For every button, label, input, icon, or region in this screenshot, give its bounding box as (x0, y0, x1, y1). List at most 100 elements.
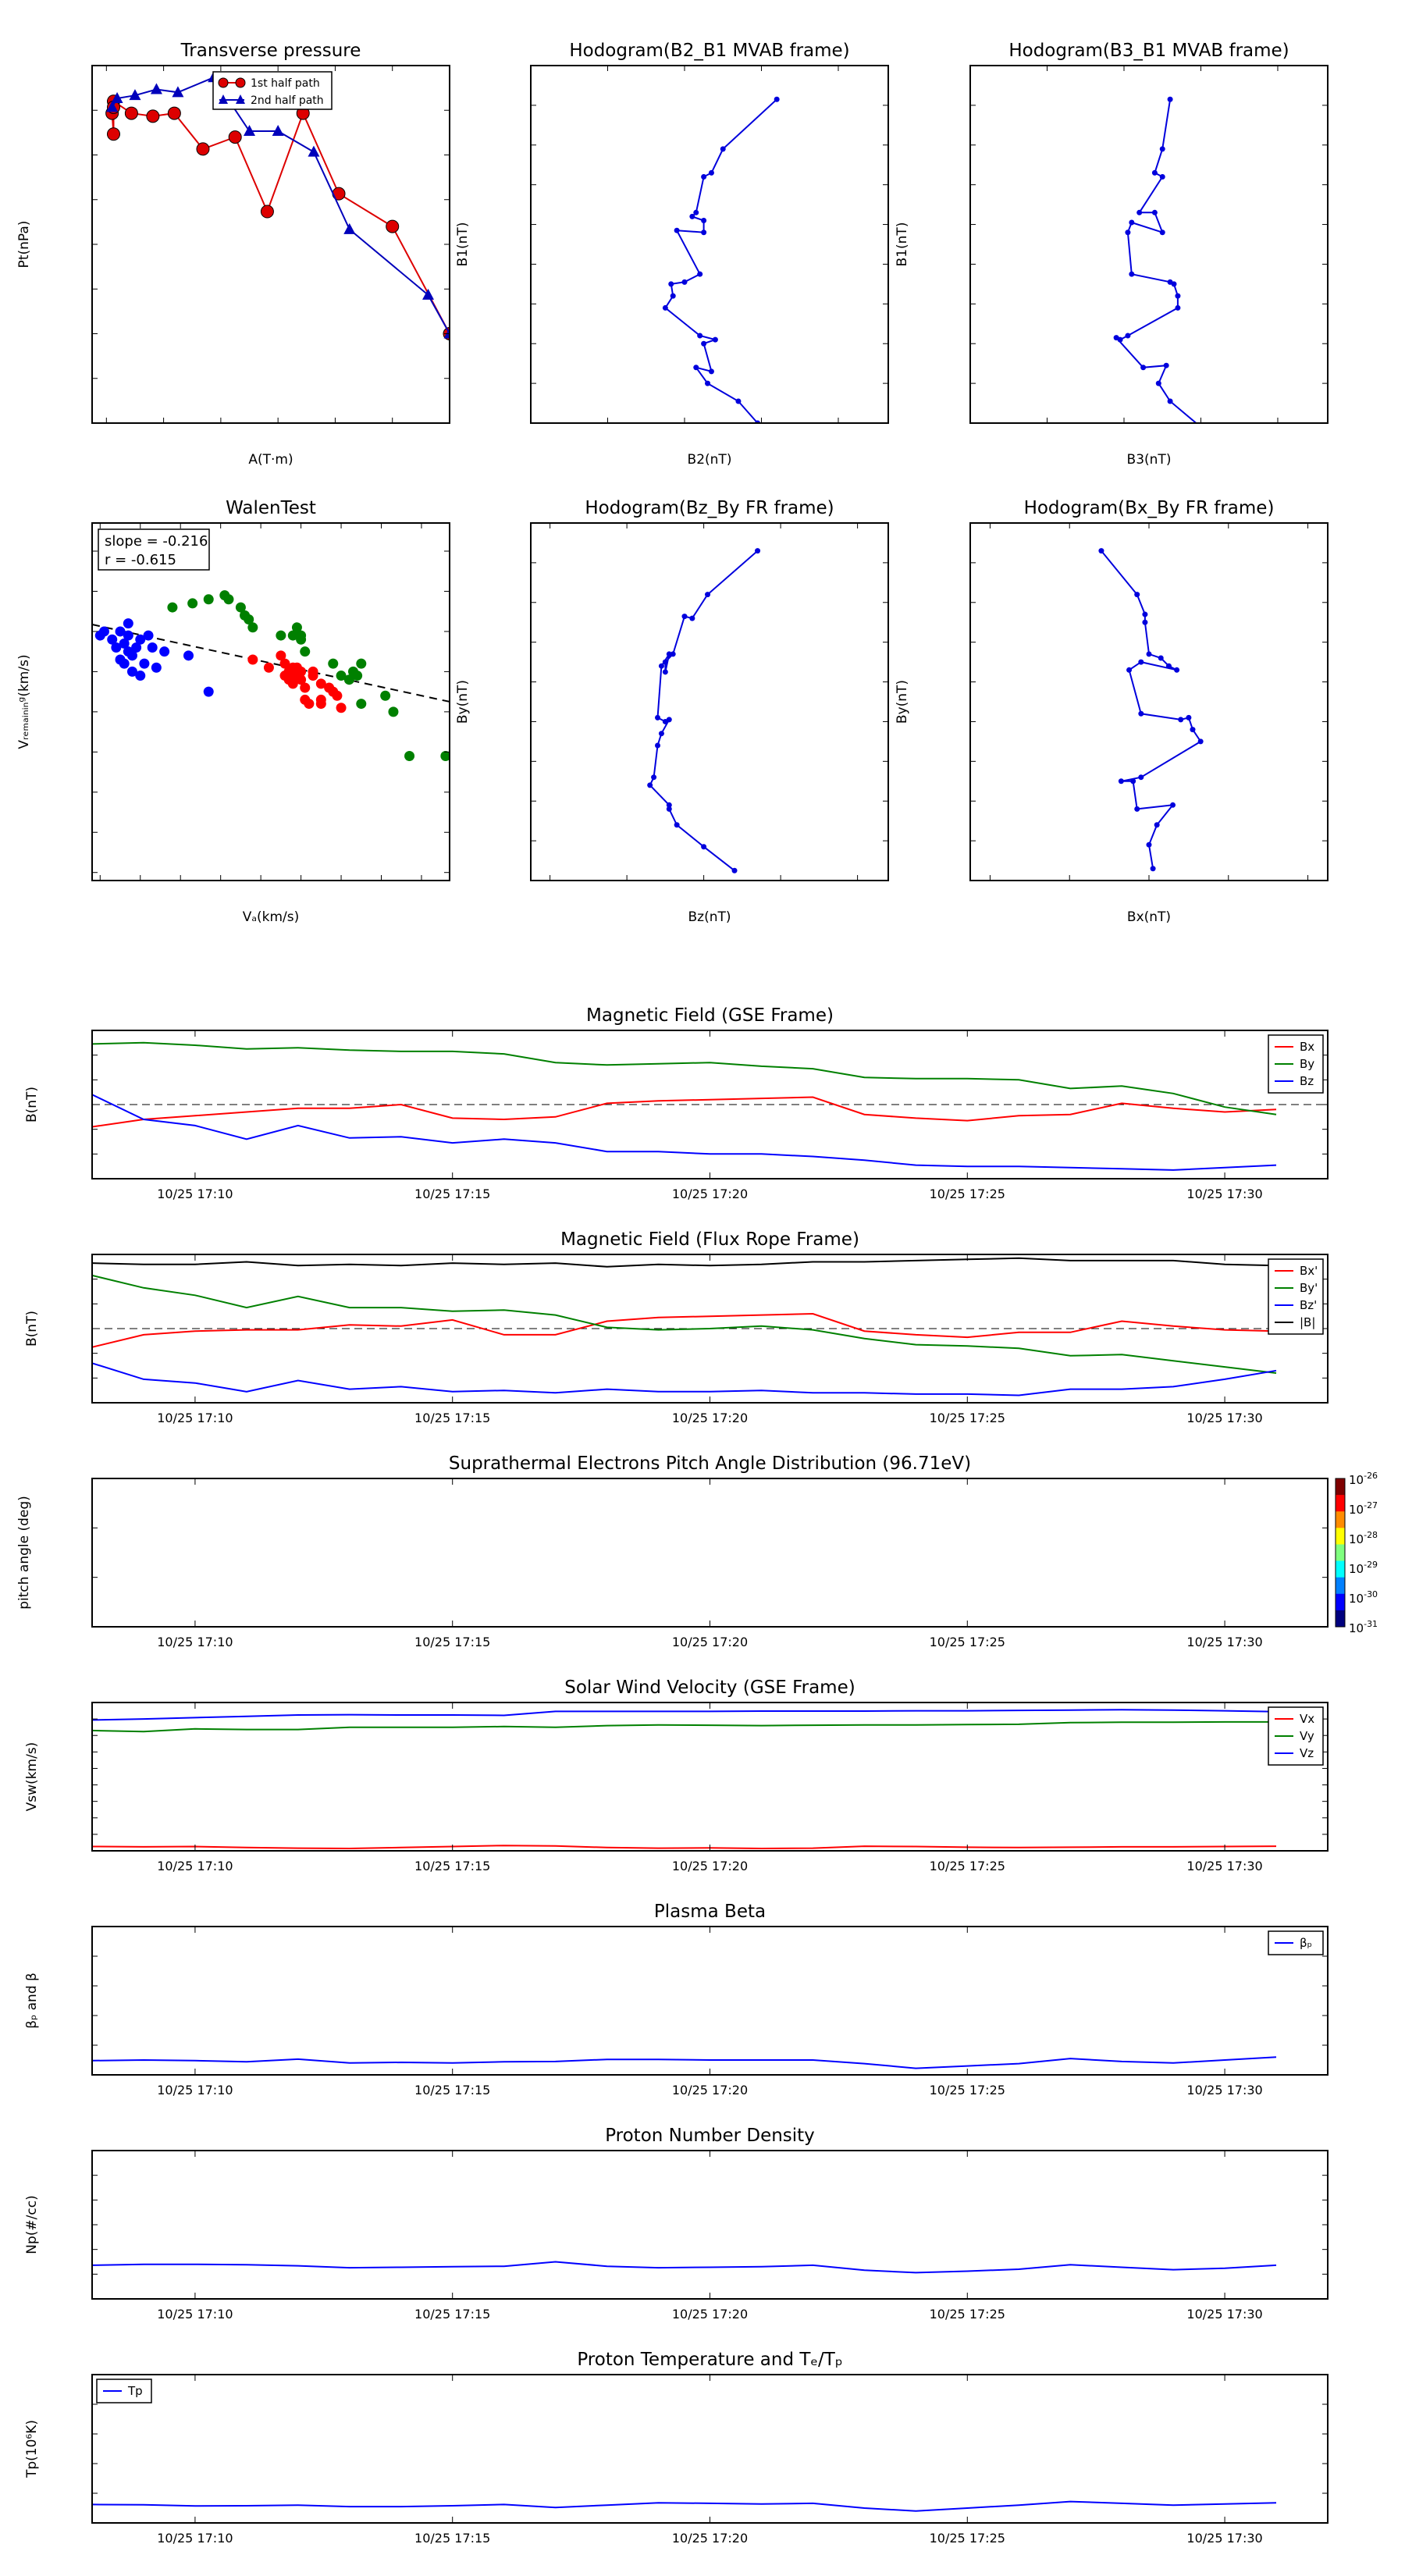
data-point (701, 340, 707, 347)
data-point (1136, 209, 1143, 215)
data-point (681, 614, 688, 620)
y-axis-label: B1(nT) (895, 222, 910, 267)
plot-frame (91, 2374, 1329, 2524)
data-point (150, 83, 162, 94)
colorbar-label: 10-31 (1349, 1619, 1378, 1635)
plot-area (92, 1041, 1328, 1171)
scatter-point (328, 658, 339, 669)
data-point (731, 867, 738, 873)
data-point (1171, 281, 1177, 287)
chart-title: Proton Temperature and Tₑ/Tₚ (577, 2350, 842, 2370)
time-tick-label: 10/25 17:30 (1186, 1859, 1262, 1873)
colorbar-base: 10 (1349, 1592, 1364, 1606)
x-axis-label: Bx(nT) (1127, 909, 1171, 925)
time-tick-label: 10/25 17:20 (672, 2083, 748, 2097)
time-tick-label: 10/25 17:15 (414, 2307, 490, 2322)
data-point (1159, 173, 1165, 180)
data-point (129, 89, 141, 101)
scatter-point (247, 622, 258, 633)
data-point (693, 365, 699, 371)
data-point (666, 717, 672, 723)
colorbar-segment (1336, 1560, 1345, 1578)
data-point (668, 281, 674, 287)
plot-frame (91, 1926, 1329, 2076)
series-line (92, 1094, 1277, 1171)
series-line (92, 1709, 1277, 1721)
series-line (111, 99, 450, 334)
data-point (708, 169, 714, 176)
plot-frame (91, 65, 450, 424)
data-point (1142, 611, 1148, 617)
plot-frame (530, 522, 889, 881)
data-point (1174, 667, 1180, 673)
data-point (1138, 710, 1144, 717)
time-tick-label: 10/25 17:10 (157, 1859, 233, 1873)
chart-title: Suprathermal Electrons Pitch Angle Distr… (449, 1453, 971, 1474)
scatter-point (123, 630, 133, 641)
colorbar-base: 10 (1349, 1621, 1364, 1635)
panel-np: Proton Number Density 10/25 17:10 10/25 17… (24, 2126, 1329, 2322)
series-line (92, 1041, 1277, 1115)
colorbar-label: 10-28 (1349, 1530, 1378, 1546)
r-annotation: r = -0.615 (105, 552, 176, 568)
time-tick-label: 10/25 17:25 (930, 2083, 1005, 2097)
scatter-point (315, 699, 326, 710)
data-point (735, 398, 742, 404)
colorbar-exponent: -31 (1364, 1619, 1378, 1629)
data-point (308, 145, 320, 157)
scatter-point (343, 674, 354, 685)
colorbar-exponent: -27 (1364, 1500, 1378, 1510)
data-point (681, 279, 688, 285)
scatter-point (296, 666, 307, 677)
data-point (705, 380, 711, 386)
data-point (1167, 96, 1173, 102)
data-point (697, 333, 703, 339)
scatter-point (135, 671, 146, 681)
data-point (1165, 663, 1172, 669)
y-axis-label: βₚ and β (24, 1973, 40, 2029)
series-line (92, 1096, 1277, 1128)
data-point (701, 229, 707, 236)
panel-beta: Plasma Beta 10/25 17:10 10/25 17:15 10/25 1… (24, 1902, 1329, 2097)
plot-area (105, 71, 450, 340)
colorbar-label: 10-26 (1349, 1471, 1378, 1487)
scatter-point (388, 706, 399, 717)
scatter-point (332, 690, 343, 701)
data-point (658, 663, 664, 669)
chart-title: Solar Wind Velocity (GSE Frame) (564, 1678, 855, 1698)
data-point (244, 124, 256, 136)
plot-area (92, 2056, 1277, 2069)
scatter-point (440, 750, 450, 761)
scatter-point (404, 750, 415, 761)
data-point (1118, 778, 1124, 785)
series-line (92, 2500, 1277, 2512)
legend-label: Bx' (1300, 1264, 1318, 1278)
data-point (1150, 866, 1156, 872)
legend-marker (236, 94, 245, 104)
plot-area (1098, 548, 1204, 872)
chart-title: Hodogram(B2_B1 MVAB frame) (569, 41, 849, 61)
data-point (1159, 146, 1165, 152)
data-point (443, 327, 450, 339)
data-point (1159, 229, 1165, 236)
data-point (666, 651, 672, 657)
scatter-point (151, 662, 162, 673)
time-tick-label: 10/25 17:20 (672, 1187, 748, 1201)
scatter-point (167, 602, 178, 613)
data-point (655, 714, 661, 720)
colorbar-segment (1336, 1528, 1345, 1545)
time-tick-label: 10/25 17:30 (1186, 2083, 1262, 2097)
data-point (1129, 271, 1135, 277)
data-point (1170, 802, 1176, 808)
scatter-point (287, 678, 298, 689)
time-tick-label: 10/25 17:20 (672, 1635, 748, 1649)
scatter-point (315, 678, 326, 689)
time-tick-label: 10/25 17:30 (1186, 1187, 1262, 1201)
data-point (1098, 548, 1104, 554)
scatter-point (187, 598, 198, 609)
scatter-point (380, 690, 391, 701)
data-point (670, 293, 676, 299)
slope-annotation: slope = -0.216 (105, 533, 208, 550)
x-axis-label: B3(nT) (1127, 452, 1172, 468)
